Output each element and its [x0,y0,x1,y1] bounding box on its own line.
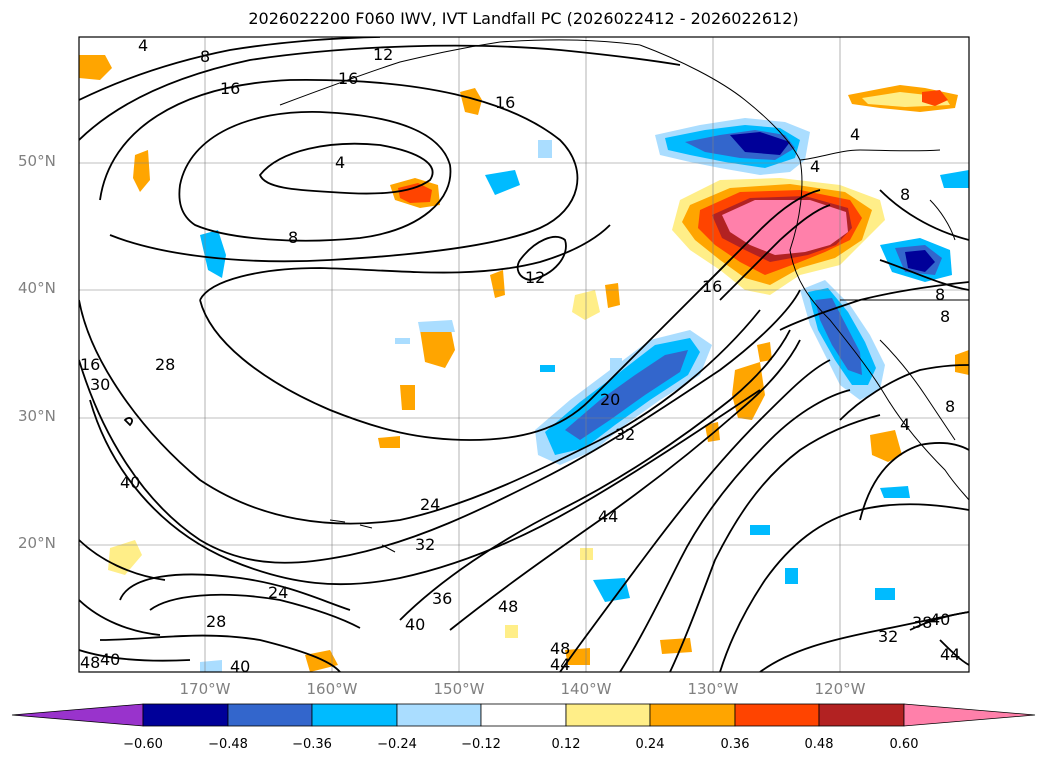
contour-label: 20 [600,390,620,409]
colorbar-swatch [734,703,820,727]
colorbar-extend-low [11,703,144,727]
colorbar-swatch [227,703,313,727]
lat-label: 20°N [18,534,56,552]
colorbar-swatch [396,703,482,727]
contour-label: 44 [940,645,960,664]
contour-label: 8 [288,228,298,247]
contour-label: 16 [495,93,515,112]
lat-label: 50°N [18,152,56,170]
lon-label: 150°W [433,680,485,698]
lon-label: 120°W [814,680,866,698]
colorbar-label: 0.12 [551,737,581,752]
contour-label: 30 [90,375,110,394]
colorbar-label: −0.36 [292,737,332,752]
lat-label: 30°N [18,407,56,425]
colorbar-label: −0.60 [123,737,163,752]
coastlines [279,39,969,553]
colorbar-label: 0.48 [804,737,834,752]
contour-label: 40 [405,615,425,634]
contour-label: 40 [100,650,120,669]
contour-label: 4 [850,125,860,144]
lon-label: 160°W [306,680,358,698]
contour-label: 12 [525,268,545,287]
contour-label: 38 [912,613,932,632]
contour-label: 40 [930,610,950,629]
map-title: 2026022200 F060 IWV, IVT Landfall PC (20… [248,9,799,28]
contour-label: 44 [550,655,570,674]
colorbar-label: 0.60 [889,737,919,752]
colorbar-swatch [649,703,736,727]
colorbar-swatch [565,703,651,727]
contour-label: 24 [420,495,440,514]
contour-label: 36 [432,589,452,608]
contour-label: 48 [80,653,100,672]
contour-label: 40 [230,657,250,676]
contour-label: 8 [935,285,945,304]
contour-label: 16 [220,79,240,98]
contour-label: 4 [900,415,910,434]
contour-labels: 4 8 16 16 16 12 4 8 12 16 20 32 4 4 8 8 … [80,36,960,676]
map-area [79,37,969,672]
contour-label: 12 [373,45,393,64]
contour-label: 48 [550,639,570,658]
contour-label: 16 [702,277,722,296]
colorbar-swatch [818,703,905,727]
contour-label: 4 [335,153,345,172]
map-frame [78,36,970,673]
contour-label: 8 [900,185,910,204]
colorbar-label: −0.24 [377,737,417,752]
colorbar-swatch [311,703,398,727]
lon-label: 130°W [687,680,739,698]
contour-label: 16 [80,355,100,374]
colorbar-swatch [480,703,567,727]
contour-label: 32 [615,425,635,444]
contour-label: 8 [940,307,950,326]
lat-label: 40°N [18,279,56,297]
contour-label: 48 [498,597,518,616]
contour-label: 8 [200,47,210,66]
contour-label: 16 [338,69,358,88]
contour-label: 40 [120,473,140,492]
lon-label: 170°W [179,680,231,698]
colorbar-label: 0.36 [720,737,750,752]
contour-label: 28 [206,612,226,631]
lon-label: 140°W [560,680,612,698]
contour-label: 4 [810,157,820,176]
colorbar-extend-high [903,703,1036,727]
contour-label: 44 [598,507,618,526]
contour-label: 24 [268,583,288,602]
colorbar-label: −0.48 [208,737,248,752]
colorbar [11,703,1036,727]
positive-shading [79,55,969,672]
contour-label: 28 [155,355,175,374]
iwv-contours [79,37,969,672]
contour-label: 32 [878,627,898,646]
colorbar-label: 0.24 [635,737,665,752]
colorbar-label: −0.12 [461,737,501,752]
contour-label: 4 [138,36,148,55]
colorbar-swatch [142,703,229,727]
contour-label: 8 [945,397,955,416]
contour-label: 32 [415,535,435,554]
